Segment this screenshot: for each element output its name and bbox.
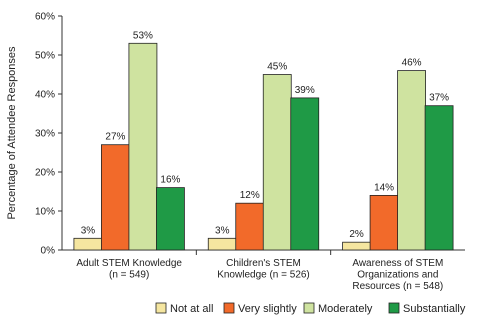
bar (262, 74, 292, 251)
data-label: 37% (429, 93, 449, 104)
x-category-label: Children's STEM (226, 258, 301, 269)
x-category-label: (n = 549) (109, 270, 149, 281)
bar (101, 144, 130, 251)
legend-label: Substantially (403, 303, 466, 315)
bar (290, 97, 320, 251)
y-axis-title: Percentage of Attendee Responses (6, 46, 18, 220)
y-tick-label: 60% (35, 12, 55, 23)
y-tick-label: 50% (35, 51, 55, 62)
legend-swatch (388, 302, 400, 314)
legend-swatch (223, 302, 235, 314)
x-category-label: Awareness of STEM (352, 258, 443, 269)
legend-label: Not at all (170, 303, 213, 315)
data-label: 12% (240, 190, 260, 201)
x-category-label: Adult STEM Knowledge (76, 258, 182, 269)
x-category-label: Knowledge (n = 526) (217, 270, 310, 281)
bar (424, 105, 454, 251)
data-label: 2% (349, 229, 364, 240)
legend-label: Moderately (318, 303, 373, 315)
bar (235, 202, 265, 251)
y-tick-label: 30% (35, 129, 55, 140)
y-tick-label: 40% (35, 90, 55, 101)
bar (342, 241, 371, 251)
y-tick-label: 0% (41, 246, 56, 257)
bar (128, 42, 158, 251)
y-tick-label: 10% (35, 207, 55, 218)
data-label: 39% (295, 85, 315, 96)
data-label: 53% (133, 30, 153, 41)
data-label: 3% (81, 225, 96, 236)
data-label: 16% (160, 175, 180, 186)
legend-swatch (155, 302, 167, 314)
legend-swatch (303, 302, 315, 314)
data-label: 45% (267, 62, 287, 73)
data-label: 14% (374, 182, 394, 193)
data-label: 27% (105, 132, 125, 143)
bar (73, 237, 103, 251)
bar (369, 194, 399, 251)
legend-label: Very slightly (238, 303, 297, 315)
bar (397, 70, 426, 251)
x-category-label: Resources (n = 548) (352, 281, 443, 292)
bar (156, 187, 185, 251)
data-label: 46% (402, 58, 422, 69)
x-category-label: Organizations and (357, 270, 438, 281)
bar (207, 237, 237, 251)
data-label: 3% (215, 225, 230, 236)
y-tick-label: 20% (35, 168, 55, 179)
